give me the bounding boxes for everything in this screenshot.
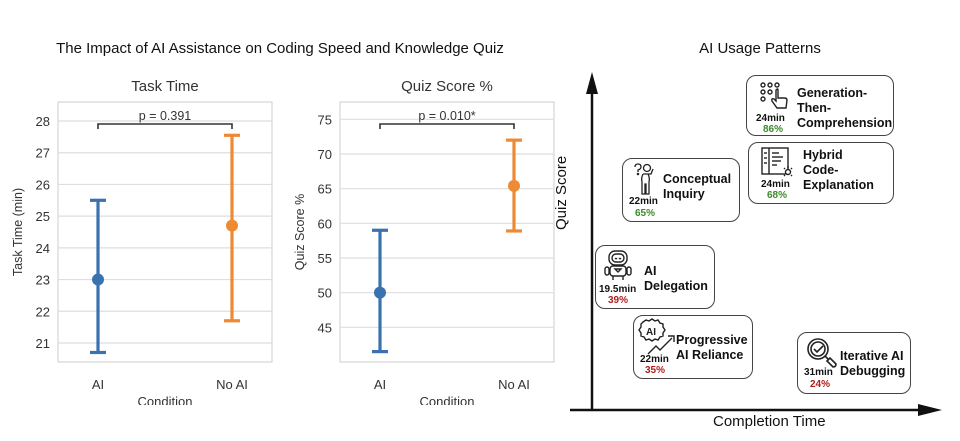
magnifier-check-icon — [807, 338, 837, 368]
robot-icon — [604, 250, 632, 280]
pattern-score: 86% — [763, 124, 784, 135]
pattern-time: 19.5min — [599, 284, 637, 295]
y-axis-label: Task Time (min) — [11, 188, 25, 276]
pattern-time: 22min — [640, 354, 669, 365]
quiz-score-chart: 45 50 55 60 65 70 75 Quiz Score % AI No AI Conditi… — [293, 101, 555, 405]
diagram-axes — [570, 72, 942, 416]
figure-suptitle: The Impact of AI Assistance on Coding Sp… — [56, 40, 504, 57]
y-tick-label: 21 — [36, 336, 50, 351]
pattern-name-line: Code- — [803, 163, 839, 177]
pattern-name-line: Debugging — [840, 364, 906, 378]
pattern-time: 22min — [629, 196, 658, 207]
pattern-score: 68% — [767, 190, 788, 201]
pattern-card-progressive-ai-reliance: AI 22min 35% Progressive AI Reliance — [633, 315, 753, 379]
x-axis-arrowhead — [918, 404, 942, 416]
pattern-name-line: Inquiry — [663, 187, 705, 201]
pattern-time: 24min — [756, 113, 785, 124]
x-tick-label: No AI — [498, 377, 530, 392]
x-axis-label: Condition — [420, 394, 475, 405]
y-tick-label: 45 — [318, 320, 332, 335]
errorbar-no-ai — [506, 138, 522, 233]
pattern-time: 24min — [761, 179, 790, 190]
errorbar-no-ai — [224, 133, 240, 323]
p-value-annotation: p = 0.391 — [139, 109, 192, 123]
pattern-name-line: Progressive — [676, 333, 748, 347]
y-tick-label: 25 — [36, 209, 50, 224]
y-tick-label: 28 — [36, 114, 50, 129]
diagram-title: AI Usage Patterns — [699, 40, 821, 57]
x-tick-label: AI — [92, 377, 104, 392]
y-tick-label: 60 — [318, 216, 332, 231]
x-axis-label: Completion Time — [713, 413, 826, 430]
x-tick-label: AI — [374, 377, 386, 392]
y-tick-label: 24 — [36, 241, 50, 256]
y-tick-label: 23 — [36, 273, 50, 288]
y-axis-label: Quiz Score % — [293, 194, 307, 270]
plot-area — [57, 101, 273, 363]
y-tick-label: 27 — [36, 146, 50, 161]
y-tick-label: 65 — [318, 182, 332, 197]
y-axis-arrowhead — [586, 72, 598, 94]
pattern-card-hybrid-code-explanation: 24min 68% Hybrid Code- Explanation — [748, 142, 894, 204]
pattern-name-line: Comprehension — [797, 116, 893, 130]
pattern-name-line: AI Reliance — [676, 348, 744, 362]
y-tick-label: 50 — [318, 286, 332, 301]
pattern-score: 65% — [635, 208, 656, 219]
pattern-card-ai-delegation: 19.5min 39% AI Delegation — [595, 245, 715, 309]
pattern-name-line: Hybrid — [803, 148, 843, 162]
pattern-card-generation-then-comprehension: 24min 86% Generation- Then- Comprehensio… — [746, 75, 894, 136]
y-axis-label: Quiz Score — [553, 155, 570, 230]
pattern-card-iterative-ai-debugging: 31min 24% Iterative AI Debugging — [797, 332, 911, 394]
y-tick-label: 22 — [36, 304, 50, 319]
pattern-card-conceptual-inquiry: 22min 65% Conceptual Inquiry — [622, 158, 740, 222]
significance-bracket — [379, 123, 515, 129]
pattern-name-line: Delegation — [644, 279, 708, 293]
task-time-title: Task Time — [131, 78, 199, 95]
code-document-icon — [761, 147, 793, 177]
pattern-time: 31min — [804, 367, 833, 378]
pattern-name-line: AI — [644, 264, 657, 278]
pattern-score: 24% — [810, 379, 831, 390]
task-time-chart: 21 22 23 24 25 26 27 28 Task Time (min) AI No AI Co… — [11, 101, 273, 405]
pattern-name-line: Iterative AI — [840, 349, 904, 363]
ai-gear-trend-icon: AI — [638, 318, 675, 355]
pattern-score: 39% — [608, 295, 629, 306]
errorbar-ai — [372, 228, 388, 354]
errorbar-ai — [90, 198, 106, 355]
p-value-annotation: p = 0.010* — [418, 109, 475, 123]
pattern-name-line: Conceptual — [663, 172, 732, 186]
pattern-name-line: Explanation — [803, 178, 874, 192]
svg-text:AI: AI — [646, 327, 656, 338]
y-tick-label: 75 — [318, 112, 332, 127]
pattern-score: 35% — [645, 365, 666, 376]
pattern-name-line: Then- — [797, 101, 832, 115]
quiz-score-title: Quiz Score % — [401, 78, 493, 95]
thinking-person-icon — [634, 163, 654, 195]
y-tick-label: 70 — [318, 147, 332, 162]
y-tick-label: 26 — [36, 177, 50, 192]
pattern-name-line: Generation- — [797, 86, 868, 100]
touch-grid-icon — [760, 82, 788, 109]
significance-bracket — [97, 123, 233, 129]
x-axis-label: Condition — [138, 394, 193, 405]
y-tick-label: 55 — [318, 251, 332, 266]
x-tick-label: No AI — [216, 377, 248, 392]
